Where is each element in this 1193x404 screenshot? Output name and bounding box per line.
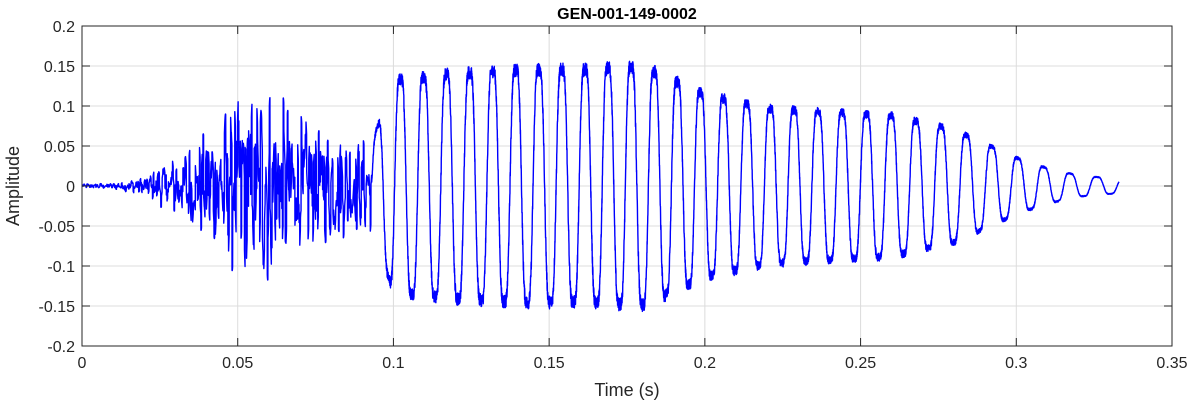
- y-tick-label: -0.1: [47, 259, 75, 276]
- x-tick-label: 0.25: [845, 355, 876, 372]
- data-layer: [81, 60, 1120, 313]
- y-axis-label: Amplitude: [3, 146, 23, 226]
- waveform-line: [81, 60, 1120, 313]
- x-tick-label: 0.2: [694, 355, 716, 372]
- y-tick-label: -0.15: [39, 299, 76, 316]
- x-tick-label: 0.05: [222, 355, 253, 372]
- y-tick-label: 0.05: [44, 139, 75, 156]
- chart-title: GEN-001-149-0002: [557, 6, 697, 23]
- x-tick-label: 0.15: [534, 355, 565, 372]
- y-tick-label: 0.15: [44, 59, 75, 76]
- ticks: [81, 25, 1173, 347]
- x-tick-label: 0.3: [1005, 355, 1027, 372]
- y-tick-label: -0.05: [39, 219, 76, 236]
- x-tick-label: 0.35: [1156, 355, 1187, 372]
- x-tick-label: 0.1: [382, 355, 404, 372]
- y-tick-label: 0: [66, 179, 75, 196]
- tick-labels: 0 0.05 0.1 0.15 0.2 0.25 0.3 0.35 -0.2 -0.15 -0.1 -…: [39, 19, 1188, 372]
- y-tick-label: 0.1: [53, 99, 75, 116]
- x-tick-label: 0: [78, 355, 87, 372]
- x-axis-label: Time (s): [594, 380, 659, 400]
- y-tick-label: -0.2: [47, 339, 75, 356]
- y-tick-label: 0.2: [53, 19, 75, 36]
